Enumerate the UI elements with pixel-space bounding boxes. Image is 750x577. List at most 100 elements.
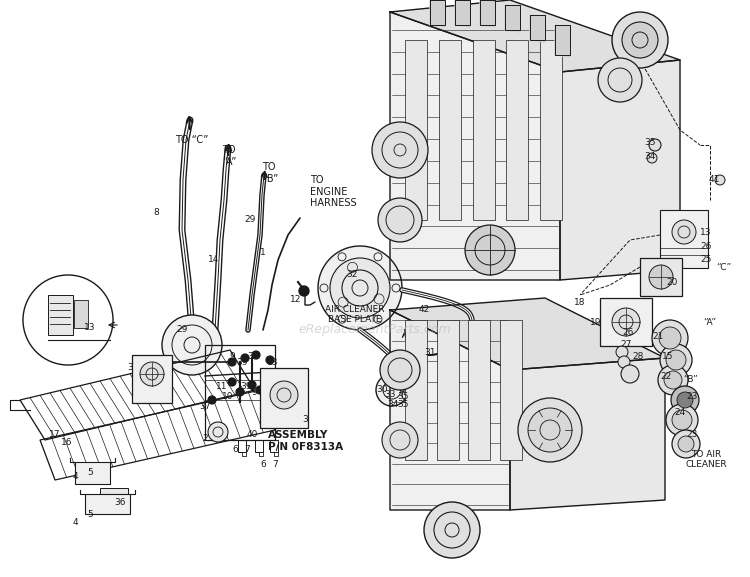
Text: 13: 13 [84,323,96,332]
Circle shape [376,374,408,406]
Text: 40: 40 [246,430,258,439]
Bar [439,40,460,220]
Circle shape [270,381,298,409]
Text: 39: 39 [240,382,252,391]
Text: 3: 3 [302,415,307,424]
Text: 42: 42 [419,305,430,314]
Text: 26: 26 [622,328,634,337]
Text: 34: 34 [644,152,656,161]
Text: 33: 33 [384,390,396,399]
Circle shape [598,58,642,102]
Text: 29: 29 [176,325,188,334]
Circle shape [622,22,658,58]
Text: TO
“B”: TO “B” [262,162,278,183]
Text: 13: 13 [267,358,279,367]
Text: TO
ENGINE
HARNESS: TO ENGINE HARNESS [310,175,357,208]
Text: 34: 34 [387,400,399,409]
Bar [640,258,682,296]
Bar [75,462,110,484]
Bar [436,320,459,460]
Circle shape [140,362,164,386]
Bar [238,440,246,452]
Polygon shape [555,25,570,57]
Text: 18: 18 [574,298,586,307]
Circle shape [162,315,222,375]
Circle shape [715,175,725,185]
Text: “C”: “C” [716,263,731,272]
Circle shape [621,365,639,383]
Circle shape [266,356,274,364]
Text: 24: 24 [674,408,686,417]
Circle shape [318,246,402,330]
Circle shape [647,153,657,163]
Text: 6: 6 [260,460,266,469]
Circle shape [652,320,688,356]
Polygon shape [530,15,545,42]
Circle shape [666,404,698,436]
Text: 11: 11 [216,382,228,391]
Circle shape [378,198,422,242]
Circle shape [23,275,113,365]
Text: 5: 5 [87,510,93,519]
Circle shape [664,371,682,389]
Text: 26: 26 [700,242,712,251]
Text: 41: 41 [708,175,720,184]
Circle shape [678,436,694,452]
Bar [540,40,562,220]
Circle shape [241,354,249,362]
Circle shape [236,388,244,396]
Polygon shape [390,298,665,370]
Bar [100,488,128,506]
Circle shape [528,408,572,452]
Bar [500,320,522,460]
Text: 30: 30 [376,385,388,394]
Circle shape [659,327,681,349]
Text: 21: 21 [652,332,664,341]
Text: 6: 6 [232,445,238,454]
Text: 27: 27 [620,340,632,349]
Circle shape [248,381,256,389]
Bar [74,300,88,328]
Text: 4: 4 [72,472,78,481]
Text: TO
“A”: TO “A” [222,145,236,167]
Circle shape [660,344,692,376]
Text: 20: 20 [666,278,678,287]
Bar [660,210,708,268]
Polygon shape [480,0,495,27]
Circle shape [677,392,693,408]
Circle shape [252,351,260,359]
Text: 9: 9 [251,388,257,397]
Text: 8: 8 [153,208,159,217]
Bar [468,320,490,460]
Text: 23: 23 [686,430,698,439]
Bar [48,295,73,335]
Text: 7: 7 [272,460,278,469]
Text: 29: 29 [244,215,256,224]
Polygon shape [390,12,560,280]
Text: 3: 3 [127,363,133,372]
Text: 10: 10 [222,392,234,401]
Circle shape [465,225,515,275]
Circle shape [672,220,696,244]
Circle shape [382,422,418,458]
Text: eReplacementParts.com: eReplacementParts.com [298,324,452,336]
Bar [472,40,494,220]
Text: 37: 37 [200,402,211,411]
Text: TO AIR
CLEANER: TO AIR CLEANER [686,450,727,470]
Bar [255,440,263,452]
Bar [132,355,172,403]
Bar [405,40,427,220]
Text: 5: 5 [87,468,93,477]
Bar [260,368,308,428]
Polygon shape [510,358,665,510]
Text: TO “C”: TO “C” [175,135,208,145]
Circle shape [658,365,688,395]
Bar [205,345,275,440]
Circle shape [372,122,428,178]
Bar [405,320,427,460]
Circle shape [424,502,480,558]
Circle shape [330,258,390,318]
Text: 35: 35 [398,400,409,409]
Text: 2: 2 [202,434,208,443]
Text: 38: 38 [248,352,259,361]
